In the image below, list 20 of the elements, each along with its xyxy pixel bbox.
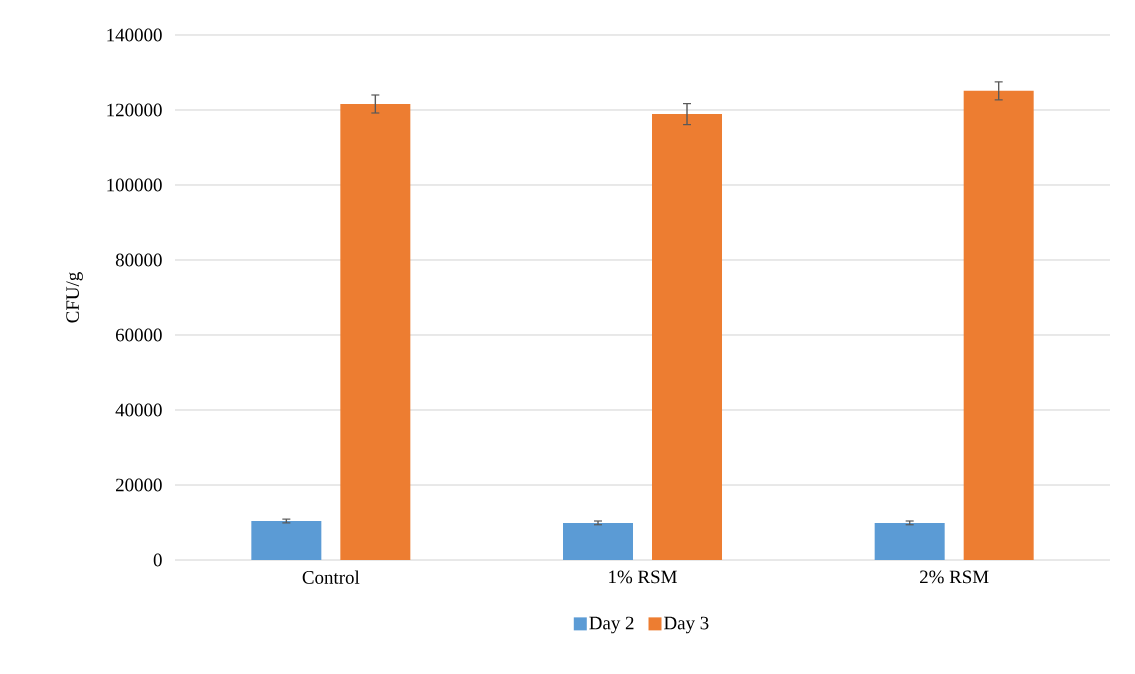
y-axis-title: CFU/g — [66, 272, 83, 323]
y-tick-label: 140000 — [107, 28, 162, 42]
bar — [563, 522, 633, 560]
y-tick-label: 120000 — [107, 103, 162, 117]
y-tick-label: 0 — [153, 553, 162, 567]
legend-label: Day 2 — [589, 616, 634, 634]
legend-label: Day 3 — [664, 616, 709, 634]
x-tick-label: 2% RSM — [920, 570, 989, 584]
y-tick-label: 60000 — [115, 328, 162, 342]
bar — [251, 521, 322, 560]
bar — [340, 104, 411, 560]
y-tick-label: 100000 — [107, 178, 162, 192]
y-tick-label: 20000 — [116, 478, 162, 492]
y-tick-label: 80000 — [115, 253, 162, 267]
bar — [652, 114, 723, 560]
x-tick-label: Control — [302, 570, 360, 584]
bar — [963, 90, 1034, 560]
x-tick-label: 1% RSM — [609, 570, 677, 584]
y-tick-label: 40000 — [115, 403, 162, 417]
bar — [874, 522, 945, 560]
